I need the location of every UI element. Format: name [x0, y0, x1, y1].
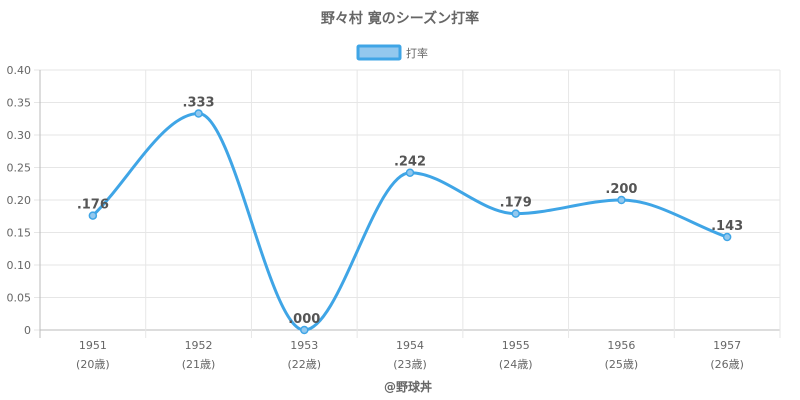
credit-text: @野球丼 — [384, 379, 432, 394]
y-tick-label: 0.40 — [7, 64, 32, 77]
x-tick-label: 1951 — [79, 339, 107, 352]
data-point — [300, 325, 309, 335]
y-tick-label: 0.10 — [7, 259, 32, 272]
x-tick-label: 1953 — [290, 339, 318, 352]
x-tick-label: 1956 — [607, 339, 635, 352]
data-point — [194, 109, 203, 118]
y-tick-label: 0.20 — [7, 194, 32, 207]
y-tick-label: 0.35 — [7, 97, 32, 110]
x-axis-ticks: 1951 (20歳) 1952 (21歳) 1953 (22歳) 1954 (23歳) 1955… — [76, 339, 744, 371]
x-tick-label: 1955 — [502, 339, 530, 352]
legend-swatch — [356, 44, 402, 61]
data-label: .200 — [605, 182, 637, 197]
x-tick-sublabel: (22歳) — [287, 358, 321, 371]
y-axis-ticks: 0 0.05 0.10 0.15 0.20 0.25 0.30 0.35 0.40 — [7, 64, 32, 337]
data-point — [617, 195, 626, 205]
x-tick-sublabel: (20歳) — [76, 358, 110, 371]
y-tick-label: 0.05 — [7, 292, 32, 305]
data-label: .143 — [711, 219, 743, 234]
y-tick-label: 0.15 — [7, 227, 32, 240]
data-point — [88, 211, 98, 220]
x-tick-sublabel: (25歳) — [605, 358, 639, 371]
data-labels: .176 .333 .000 .242 .179 .200 .143 — [77, 96, 743, 327]
chart-title: 野々村 寛のシーズン打率 — [321, 10, 479, 27]
y-tick-label: 0.25 — [7, 162, 32, 175]
series-points — [88, 109, 732, 335]
legend-label: 打率 — [406, 46, 428, 60]
data-point — [511, 209, 520, 218]
y-tick-label: 0 — [24, 324, 31, 337]
y-tick-label: 0.30 — [7, 129, 32, 142]
x-tick-label: 1957 — [713, 339, 741, 352]
x-tick-sublabel: (26歳) — [710, 358, 744, 371]
x-tick-sublabel: (24歳) — [499, 358, 533, 371]
data-label: .179 — [500, 196, 532, 211]
x-tick-label: 1952 — [185, 339, 213, 352]
data-label: .000 — [288, 312, 320, 327]
data-label: .176 — [77, 198, 109, 213]
x-tick-sublabel: (23歳) — [393, 358, 427, 371]
x-tick-sublabel: (21歳) — [182, 358, 216, 371]
data-label: .333 — [183, 96, 215, 111]
data-point — [722, 232, 732, 242]
x-tick-label: 1954 — [396, 339, 424, 352]
data-point — [405, 168, 415, 177]
data-label: .242 — [394, 155, 426, 170]
legend[interactable]: 打率 — [356, 44, 428, 61]
grid-lines — [34, 69, 781, 338]
